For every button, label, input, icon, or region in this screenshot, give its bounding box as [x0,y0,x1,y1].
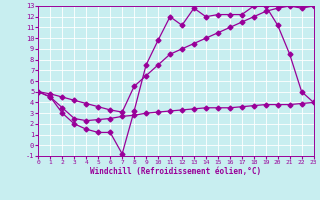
X-axis label: Windchill (Refroidissement éolien,°C): Windchill (Refroidissement éolien,°C) [91,167,261,176]
